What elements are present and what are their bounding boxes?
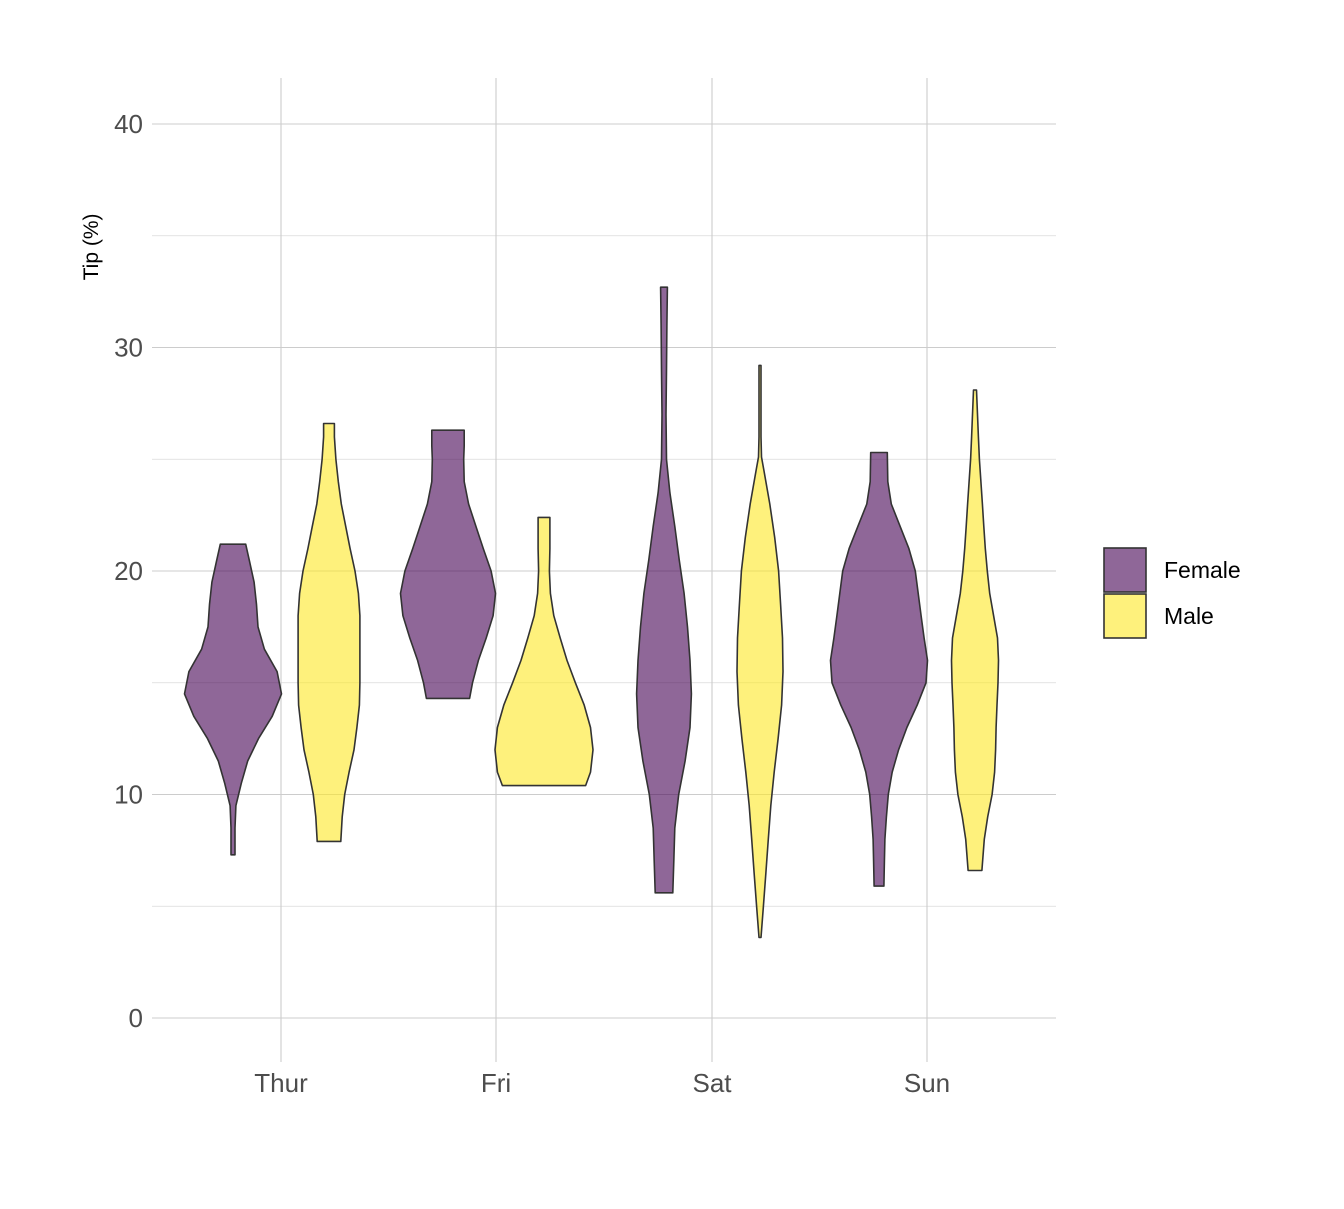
legend-key-female [1103,547,1147,593]
y-tick-label: 40 [114,109,143,139]
violin-female-sat [635,286,693,894]
violins [183,286,1000,939]
legend-label-male: Male [1164,603,1214,629]
axes: 0 10 20 30 40 Thur Fri Sat Sun [114,109,950,1098]
legend-key-male [1103,593,1147,639]
y-tick-label: 20 [114,556,143,586]
x-tick-label: Fri [481,1068,511,1098]
x-tick-label: Thur [254,1068,308,1098]
violin-female-sun [829,451,929,887]
x-tick-label: Sun [904,1068,950,1098]
violin-male-sat [736,364,784,939]
grid [152,78,1056,1062]
y-axis-title: Tip (%) [80,213,103,280]
legend-label-female: Female [1164,557,1241,583]
violin-female-fri [399,429,497,700]
violin-male-fri [494,516,594,787]
x-tick-label: Sat [692,1068,732,1098]
y-tick-label: 30 [114,333,143,363]
violin-female-thur [183,543,283,856]
violin-male-thur [297,422,361,843]
violin-male-sun [950,389,1000,872]
y-tick-label: 10 [114,780,143,810]
legend: Female Male [1103,547,1241,639]
y-tick-label: 0 [129,1003,143,1033]
